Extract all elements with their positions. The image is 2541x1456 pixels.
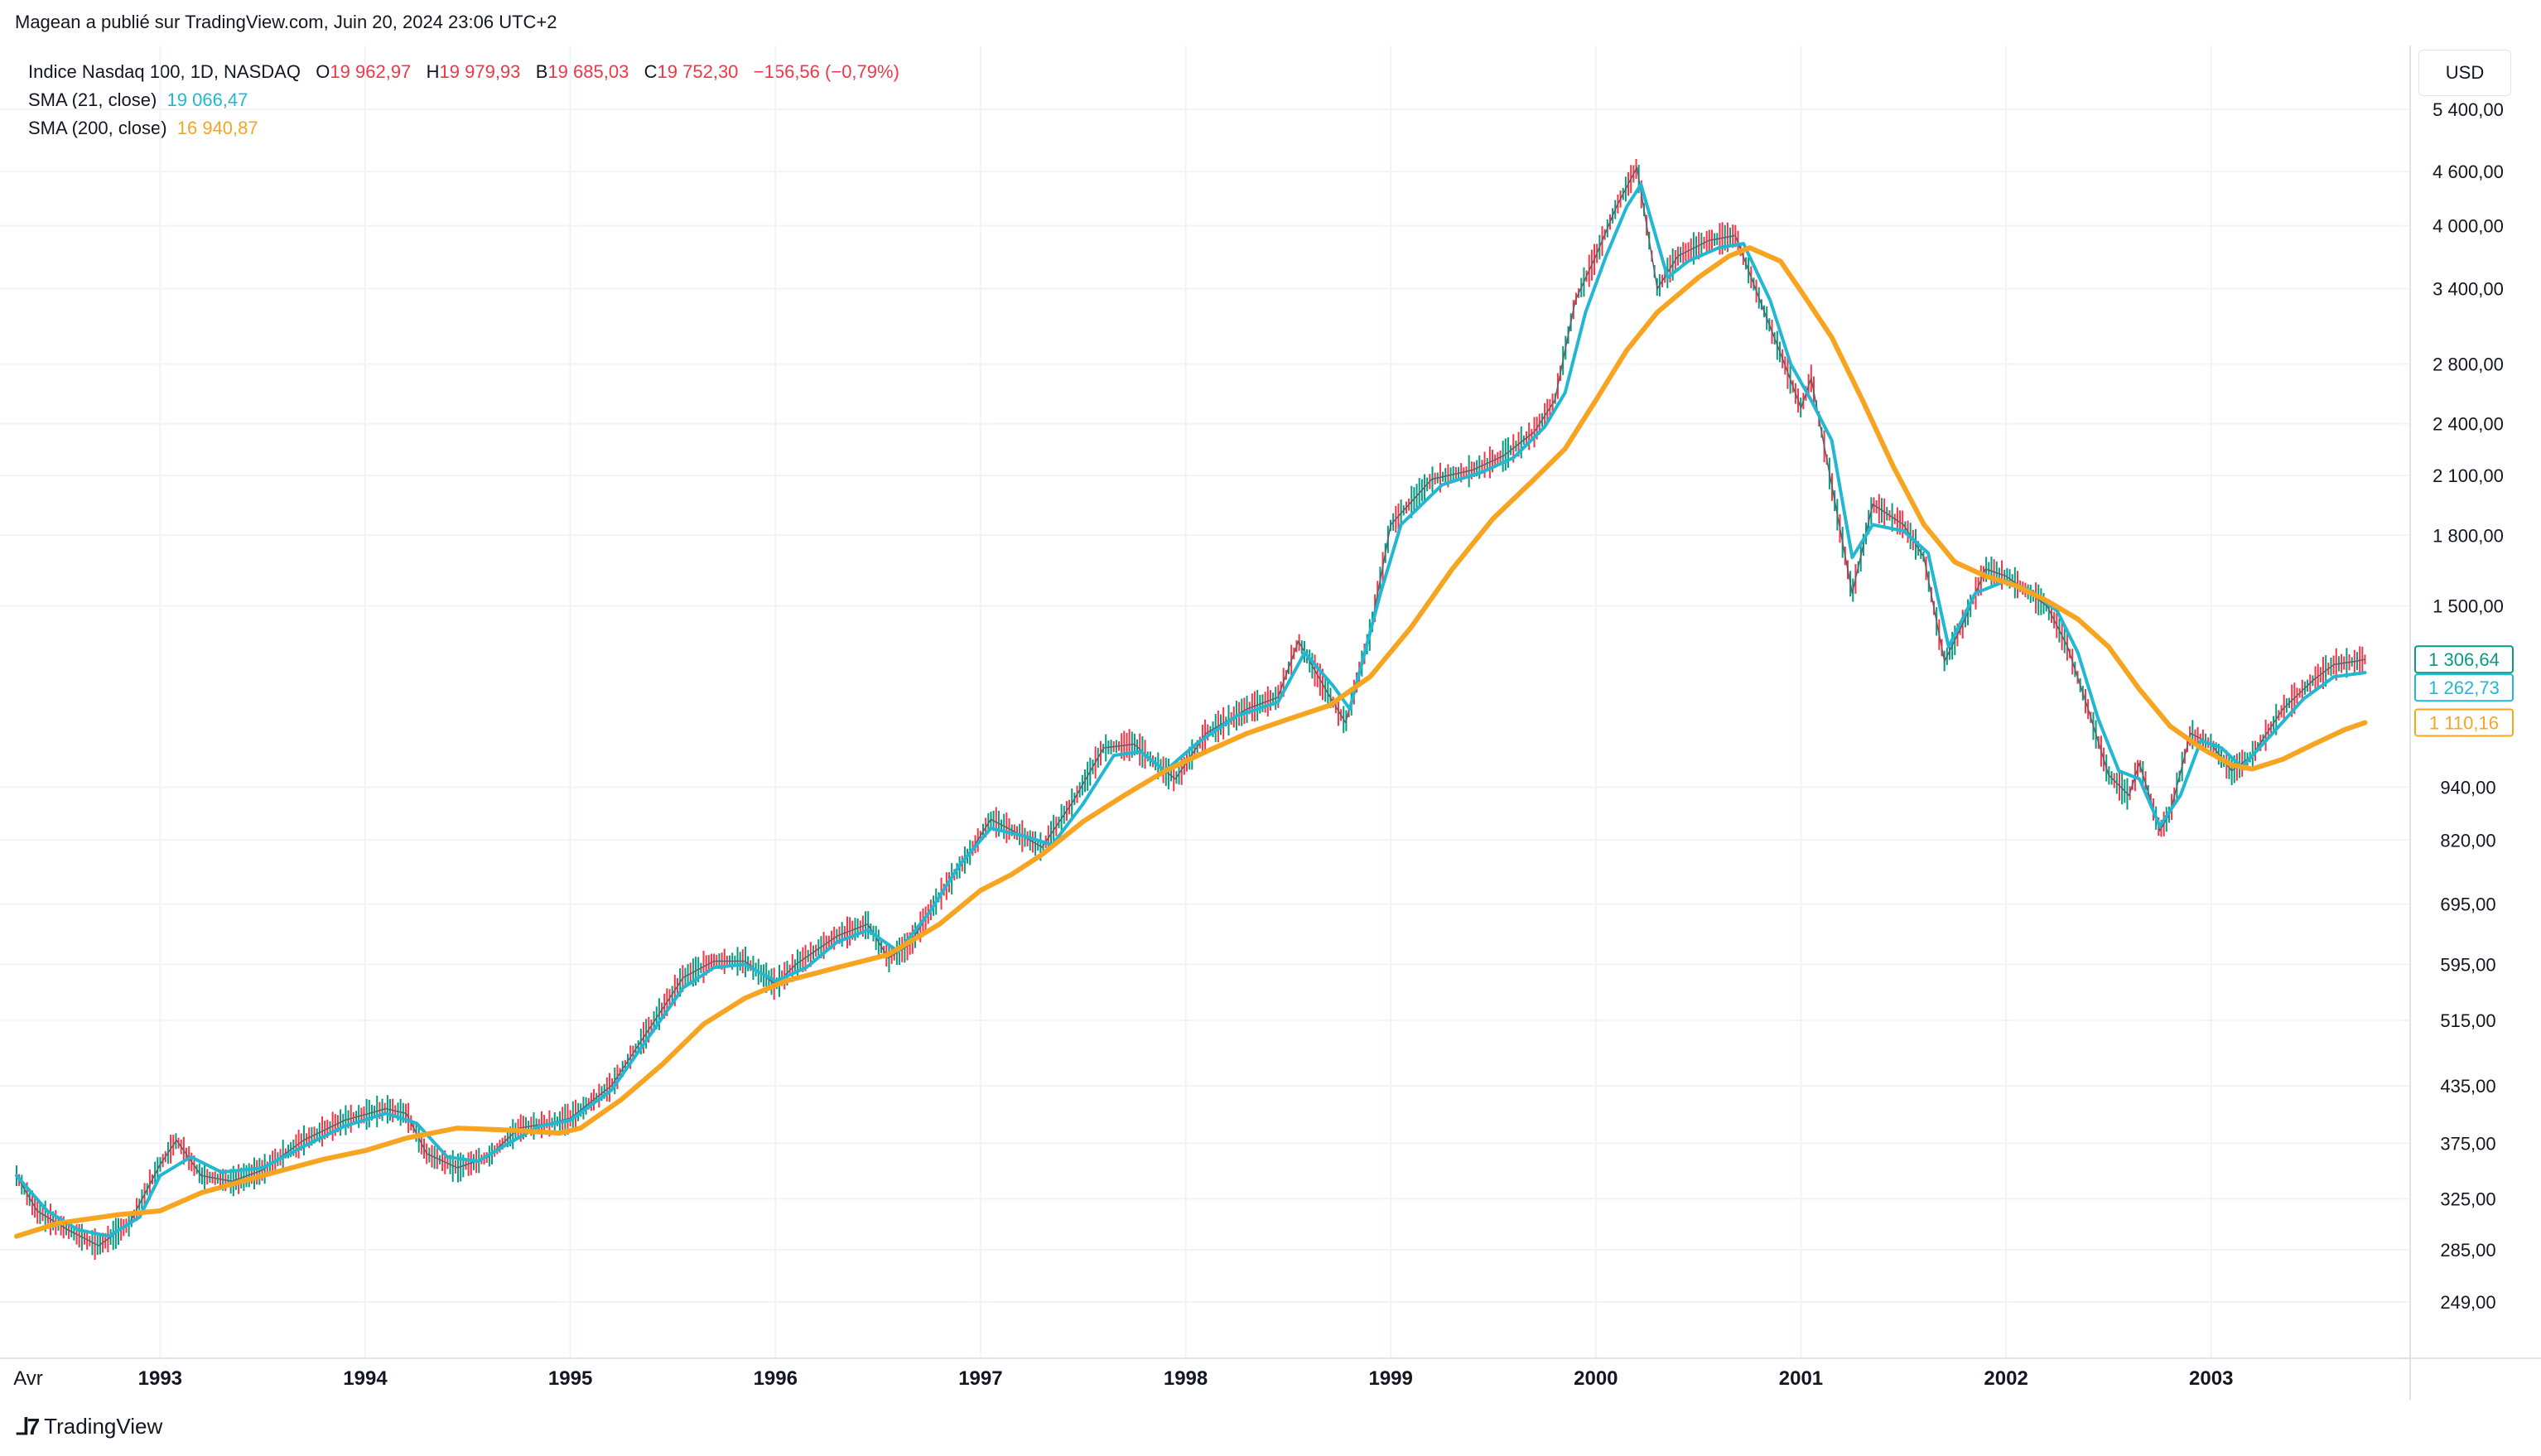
publisher-credit: Magean a publié sur TradingView.com, Jui… [15,12,557,32]
x-tick-label: 1998 [1164,1367,1208,1390]
open-value: 19 962,97 [330,61,412,82]
x-tick-label: 2001 [1779,1367,1823,1390]
open-label: O [316,61,330,82]
price-label-box [2414,645,2514,674]
legend: Indice Nasdaq 100, 1D, NASDAQ O19 962,97… [28,58,899,142]
close-label: C [644,61,658,82]
price-label: 1 110,16 [2429,712,2499,733]
y-tick-label: 375,00 [2440,1133,2495,1154]
sma21-series-line [15,182,2367,1238]
low-value: 19 685,03 [547,61,629,82]
sma200-value: 16 940,87 [176,118,258,138]
x-tick-label: 1997 [958,1367,1002,1390]
currency-button[interactable]: USD [2418,50,2511,96]
legend-sma21-row[interactable]: SMA (21, close) 19 066,47 [28,86,899,114]
y-tick-label: 435,00 [2440,1076,2495,1097]
y-tick-label: 515,00 [2440,1010,2495,1031]
y-tick-label: 285,00 [2440,1240,2495,1261]
x-tick-label: 2000 [1574,1367,1618,1390]
y-tick-label: 249,00 [2440,1292,2495,1313]
time-axis: Avr 1993 1994 1995 1996 1997 1998 1999 2000 2001 2… [13,1367,2233,1390]
y-tick-label: 2 800,00 [2433,354,2504,375]
x-tick-label: 1999 [1368,1367,1412,1390]
price-labels: 1 306,64 1 262,73 1 110,16 [2414,645,2514,737]
low-label: B [535,61,548,82]
x-tick-label: 1994 [343,1367,388,1390]
x-tick-label: 2002 [1984,1367,2027,1390]
x-tick-label: 1995 [548,1367,592,1390]
price-series-line [16,166,2366,1246]
y-tick-label: 325,00 [2440,1188,2495,1209]
sma21-label: SMA (21, close) [28,89,157,110]
y-tick-label: 5 400,00 [2433,99,2504,120]
legend-sma200-row[interactable]: SMA (200, close) 16 940,87 [28,114,899,142]
symbol-name: Indice Nasdaq 100, 1D, NASDAQ [28,61,301,82]
brand-name: TradingView [44,1414,163,1439]
price-label: 1 306,64 [2428,649,2500,670]
y-tick-label: 940,00 [2440,777,2495,798]
y-tick-label: 2 400,00 [2433,414,2504,435]
y-tick-label: 1 800,00 [2433,525,2504,546]
y-tick-label: 820,00 [2440,830,2495,851]
y-tick-label: 4 000,00 [2433,216,2504,237]
y-tick-label: 4 600,00 [2433,162,2504,182]
x-tick-label: 2003 [2189,1367,2233,1390]
price-label-box [2414,708,2514,737]
high-value: 19 979,93 [439,61,521,82]
close-value: 19 752,30 [657,61,739,82]
high-label: H [426,61,440,82]
legend-symbol-row[interactable]: Indice Nasdaq 100, 1D, NASDAQ O19 962,97… [28,58,899,86]
tradingview-brand[interactable]: ⅃7 TradingView [17,1413,162,1440]
price-label-box [2414,673,2514,702]
chart-grid [0,46,2541,1400]
x-tick-label: Avr [13,1367,43,1390]
y-tick-label: 2 100,00 [2433,465,2504,486]
price-axis: 5 400,00 4 600,00 4 000,00 3 400,00 2 800,00… [2433,99,2504,1313]
change-value: −156,56 (−0,79%) [753,61,899,82]
y-tick-label: 3 400,00 [2433,279,2504,300]
y-tick-label: 1 500,00 [2433,596,2504,617]
price-label: 1 262,73 [2428,677,2500,698]
y-tick-label: 595,00 [2440,954,2495,975]
x-tick-label: 1996 [754,1367,798,1390]
series-layer [14,158,2368,1261]
sma200-label: SMA (200, close) [28,118,167,138]
tradingview-logo-icon: ⅃7 [17,1414,40,1439]
y-tick-label: 695,00 [2440,894,2495,915]
x-tick-label: 1993 [138,1367,182,1390]
sma200-series-line [14,245,2368,1239]
sma21-value: 19 066,47 [166,89,248,110]
